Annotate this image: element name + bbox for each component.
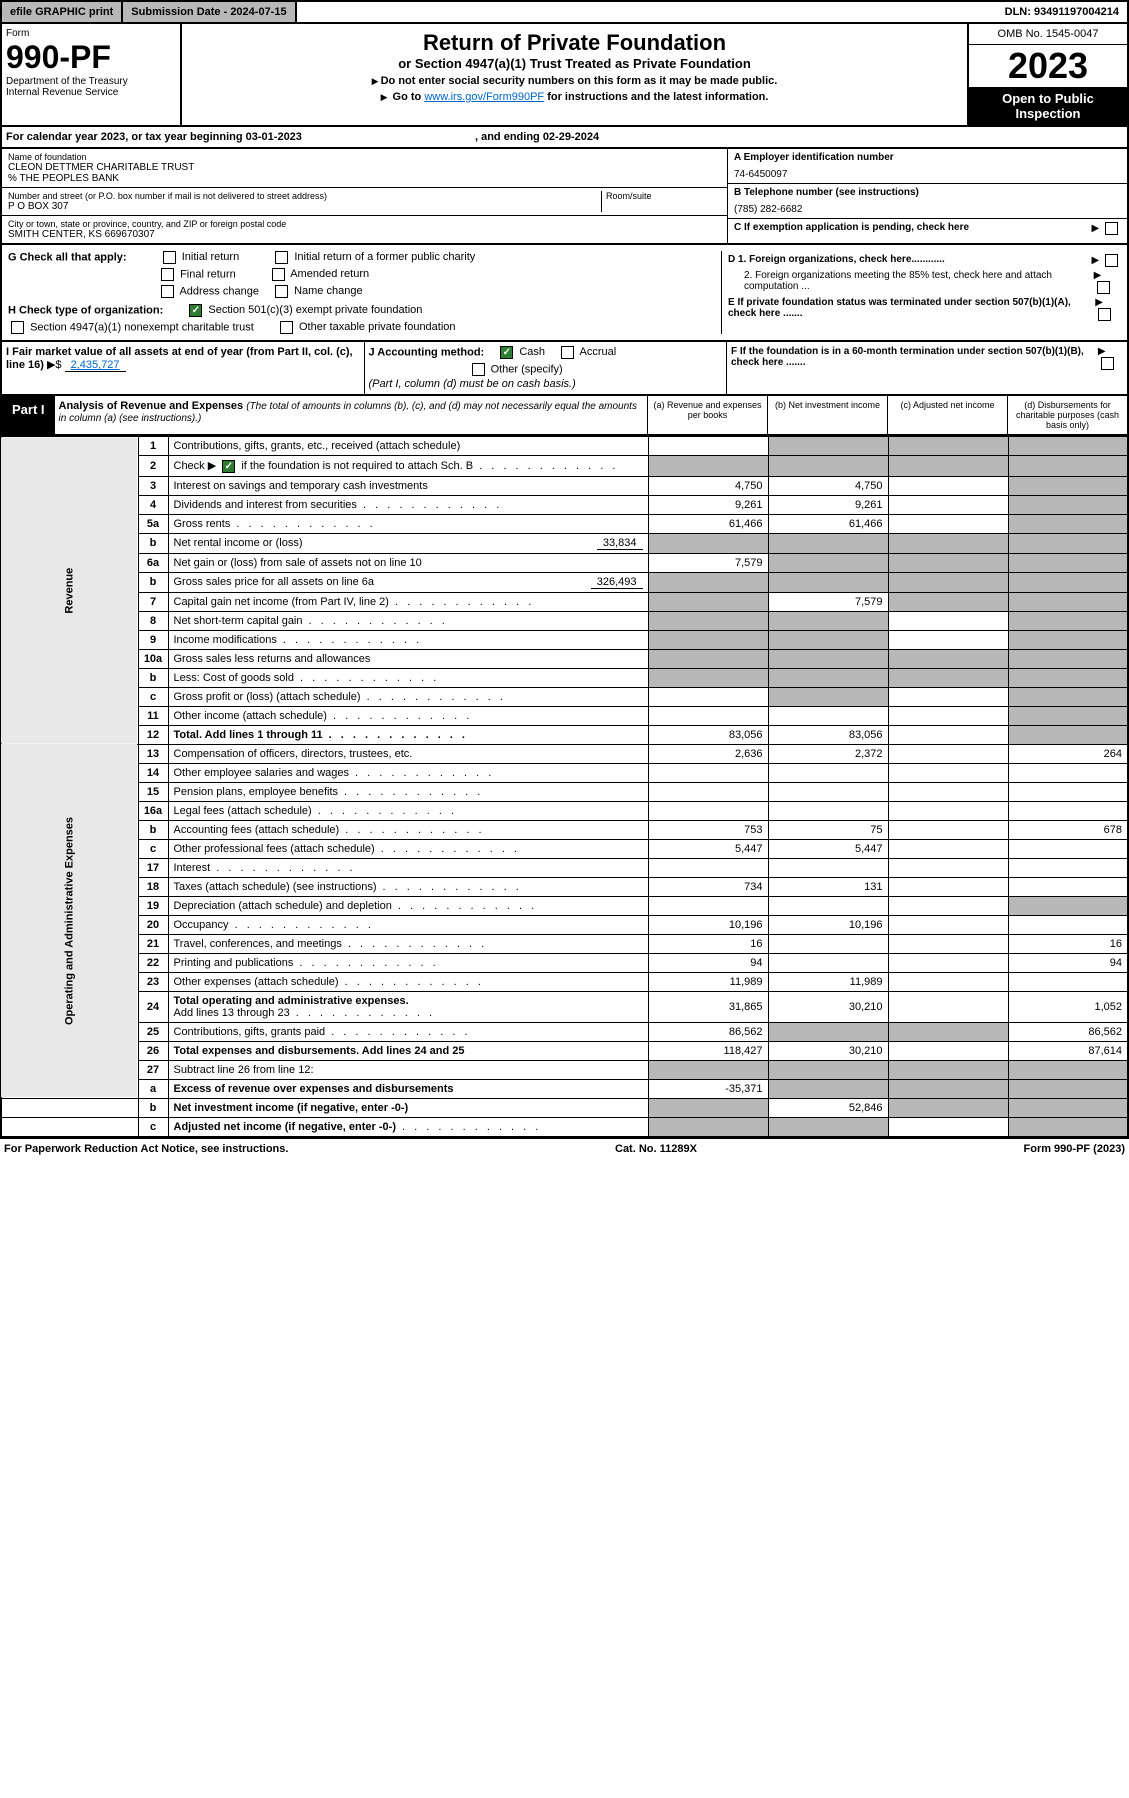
schb-checkbox[interactable] — [222, 460, 235, 473]
form-subtitle: or Section 4947(a)(1) Trust Treated as P… — [188, 56, 961, 71]
submission-date: Submission Date - 2024-07-15 — [123, 2, 296, 22]
revenue-side-label: Revenue — [1, 437, 138, 745]
paperwork-notice: For Paperwork Reduction Act Notice, see … — [4, 1143, 288, 1155]
form-header: Form 990-PF Department of the Treasury I… — [0, 24, 1129, 127]
tax-year: 2023 — [969, 45, 1127, 87]
f-checkbox[interactable] — [1101, 357, 1114, 370]
form-note-ssn: Do not enter social security numbers on … — [188, 75, 961, 87]
open-inspection: Open to Public Inspection — [969, 87, 1127, 125]
efile-print-button[interactable]: efile GRAPHIC print — [2, 2, 123, 22]
exemption-checkbox[interactable] — [1105, 222, 1118, 235]
final-return-checkbox[interactable] — [161, 268, 174, 281]
section-ij: I Fair market value of all assets at end… — [0, 342, 1129, 396]
main-table: Revenue 1Contributions, gifts, grants, e… — [0, 436, 1129, 1138]
form-label: Form — [6, 28, 176, 39]
e-row: E If private foundation status was termi… — [728, 297, 1121, 321]
part1-label: Part I — [2, 396, 55, 434]
cash-checkbox[interactable] — [500, 346, 513, 359]
omb-number: OMB No. 1545-0047 — [969, 24, 1127, 45]
name-change-checkbox[interactable] — [275, 285, 288, 298]
section-h: H Check type of organization: Section 50… — [8, 304, 721, 317]
foundation-name-row: Name of foundation CLEON DETTMER CHARITA… — [2, 149, 727, 188]
d2-row: 2. Foreign organizations meeting the 85%… — [728, 270, 1121, 294]
4947-checkbox[interactable] — [11, 321, 24, 334]
col-d-header: (d) Disbursements for charitable purpose… — [1007, 396, 1127, 434]
city-row: City or town, state or province, country… — [2, 216, 727, 243]
section-g: G Check all that apply: Initial return I… — [0, 245, 1129, 342]
amended-return-checkbox[interactable] — [272, 268, 285, 281]
form-number: 990-PF — [6, 39, 176, 76]
col-a-header: (a) Revenue and expenses per books — [647, 396, 767, 434]
d1-checkbox[interactable] — [1105, 254, 1118, 267]
fmv-value[interactable]: 2,435,727 — [65, 359, 126, 372]
other-taxable-checkbox[interactable] — [280, 321, 293, 334]
form-note-link: Go to www.irs.gov/Form990PF for instruct… — [188, 91, 961, 103]
section-f: F If the foundation is in a 60-month ter… — [727, 342, 1127, 394]
info-grid: Name of foundation CLEON DETTMER CHARITA… — [0, 149, 1129, 245]
expenses-side-label: Operating and Administrative Expenses — [1, 744, 138, 1098]
section-i: I Fair market value of all assets at end… — [2, 342, 365, 394]
irs-label: Internal Revenue Service — [6, 87, 176, 98]
form-title: Return of Private Foundation — [188, 30, 961, 56]
part1-header: Part I Analysis of Revenue and Expenses … — [0, 396, 1129, 436]
ein-row: A Employer identification number 74-6450… — [728, 149, 1127, 184]
form-ref: Form 990-PF (2023) — [1024, 1143, 1125, 1155]
top-bar: efile GRAPHIC print Submission Date - 20… — [0, 0, 1129, 24]
telephone-row: B Telephone number (see instructions) (7… — [728, 184, 1127, 219]
page-footer: For Paperwork Reduction Act Notice, see … — [0, 1138, 1129, 1159]
e-checkbox[interactable] — [1098, 308, 1111, 321]
initial-former-checkbox[interactable] — [275, 251, 288, 264]
initial-return-checkbox[interactable] — [163, 251, 176, 264]
other-method-checkbox[interactable] — [472, 363, 485, 376]
exemption-pending-row: C If exemption application is pending, c… — [728, 219, 1127, 238]
section-j: J Accounting method: Cash Accrual Other … — [365, 342, 728, 394]
col-b-header: (b) Net investment income — [767, 396, 887, 434]
address-change-checkbox[interactable] — [161, 285, 174, 298]
cat-number: Cat. No. 11289X — [615, 1143, 697, 1155]
irs-link[interactable]: www.irs.gov/Form990PF — [424, 91, 544, 103]
dept-treasury: Department of the Treasury — [6, 76, 176, 87]
col-c-header: (c) Adjusted net income — [887, 396, 1007, 434]
g-label: G Check all that apply: — [8, 251, 127, 263]
accrual-checkbox[interactable] — [561, 346, 574, 359]
dln: DLN: 93491197004214 — [997, 2, 1127, 22]
501c3-checkbox[interactable] — [189, 304, 202, 317]
address-row: Number and street (or P.O. box number if… — [2, 188, 727, 216]
d2-checkbox[interactable] — [1097, 281, 1110, 294]
calendar-year-row: For calendar year 2023, or tax year begi… — [0, 127, 1129, 149]
d1-row: D 1. Foreign organizations, check here..… — [728, 254, 1121, 267]
